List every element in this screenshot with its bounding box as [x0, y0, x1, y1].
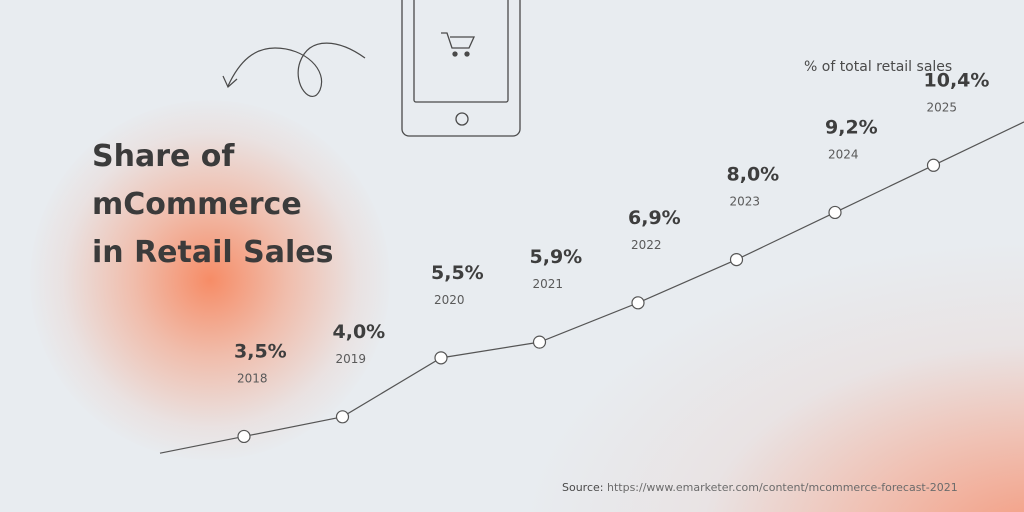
value-label-2025: 10,4% — [924, 69, 990, 91]
year-label-2022: 2022 — [631, 238, 662, 252]
value-label-2023: 8,0% — [727, 164, 780, 186]
value-label-2018: 3,5% — [234, 340, 287, 362]
data-point-2021 — [532, 335, 547, 349]
data-point-2019 — [335, 410, 350, 424]
data-point-2022 — [631, 296, 645, 310]
data-point-2025 — [926, 158, 941, 172]
value-label-2021: 5,9% — [530, 246, 583, 268]
value-label-2022: 6,9% — [628, 207, 681, 229]
source-note: Source: https://www.emarketer.com/conten… — [562, 481, 958, 494]
year-label-2020: 2020 — [434, 293, 465, 307]
title-line-2: mCommerce — [92, 187, 302, 222]
year-label-2024: 2024 — [828, 147, 859, 161]
chart-subtitle: % of total retail sales — [804, 59, 953, 75]
value-label-2020: 5,5% — [431, 262, 484, 284]
series-line — [159, 121, 1024, 454]
year-label-2019: 2019 — [336, 352, 367, 366]
title-line-1: Share of — [92, 139, 235, 174]
phone-icon — [401, 0, 521, 137]
source-url[interactable]: https://www.emarketer.com/content/mcomme… — [607, 481, 958, 494]
data-point-2020 — [434, 351, 448, 365]
year-label-2025: 2025 — [927, 100, 958, 114]
shopping-cart-icon — [441, 32, 476, 57]
year-label-2021: 2021 — [533, 277, 564, 291]
value-label-2024: 9,2% — [825, 116, 878, 138]
year-label-2023: 2023 — [730, 195, 761, 209]
title-line-3: in Retail Sales — [92, 235, 334, 270]
data-point-2018 — [237, 429, 251, 444]
source-label: Source: — [562, 481, 604, 494]
year-label-2018: 2018 — [237, 371, 268, 385]
chart-title: Share of mCommerce in Retail Sales — [92, 133, 392, 277]
value-label-2019: 4,0% — [333, 321, 386, 343]
data-point-2023 — [729, 253, 744, 267]
curly-arrow-icon — [222, 42, 366, 97]
data-point-2024 — [828, 205, 842, 220]
